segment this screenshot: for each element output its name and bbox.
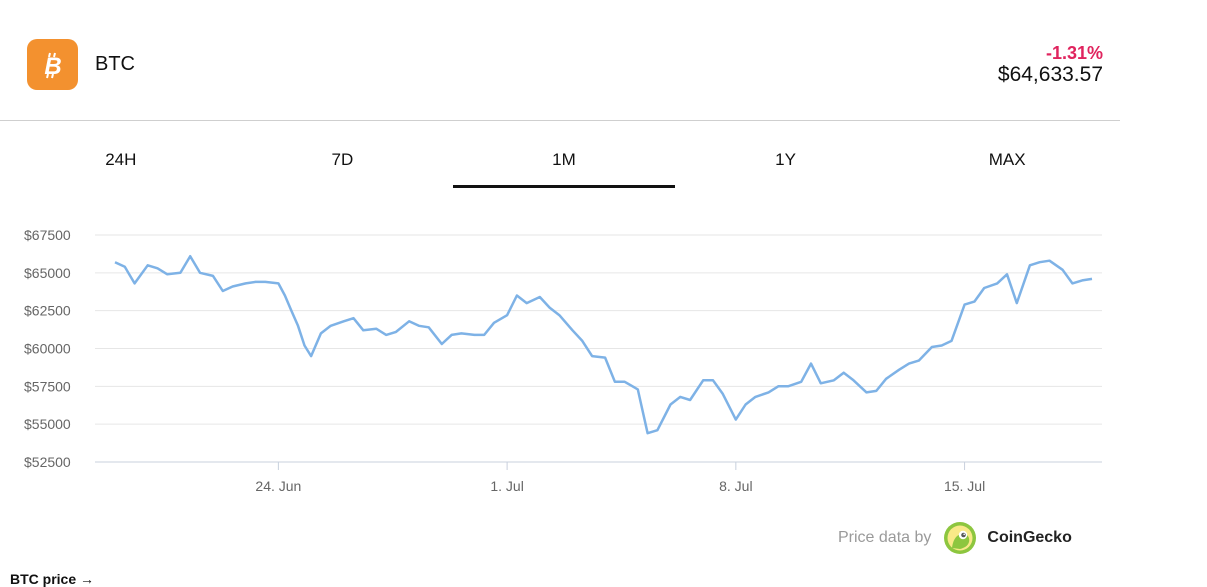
tab-1y[interactable]: 1Y	[775, 150, 796, 169]
coin-header: B BTC -1.31% $64,633.57	[0, 0, 1120, 121]
bitcoin-logo-icon: B	[27, 39, 78, 90]
y-tick-label: $62500	[24, 303, 71, 319]
attribution[interactable]: Price data by CoinGecko	[838, 520, 1072, 556]
x-tick-label: 24. Jun	[255, 478, 301, 494]
y-tick-label: $67500	[24, 227, 71, 243]
x-tick-label: 15. Jul	[944, 478, 985, 494]
coin-price-link[interactable]: BTC price →	[10, 571, 95, 587]
price-chart[interactable]: $67500 $65000 $62500 $60000 $57500 $55000 $525…	[0, 215, 1120, 505]
coingecko-name: CoinGecko	[987, 529, 1072, 546]
current-price: $64,633.57	[997, 63, 1103, 86]
svg-text:B: B	[44, 53, 61, 80]
price-series-line[interactable]	[114, 254, 1093, 435]
y-tick-label: $55000	[24, 416, 71, 432]
coingecko-logo-icon	[944, 522, 977, 554]
tab-7d[interactable]: 7D	[331, 150, 354, 169]
bitcoin-b-icon: B	[44, 52, 61, 80]
coin-symbol: BTC	[95, 53, 135, 75]
x-tick-label: 1. Jul	[490, 478, 523, 494]
time-range-tabs: 24H 7D 1M 1Y MAX	[10, 130, 1118, 188]
tab-24h[interactable]: 24H	[105, 150, 137, 169]
tab-1m[interactable]: 1M	[453, 130, 675, 188]
y-tick-label: $65000	[24, 265, 71, 281]
price-change: -1.31%	[1045, 43, 1103, 63]
y-tick-label: $60000	[24, 341, 71, 357]
y-tick-label: $52500	[24, 454, 71, 470]
y-tick-label: $57500	[24, 378, 71, 394]
attribution-text: Price data by	[838, 529, 932, 546]
tab-max[interactable]: MAX	[988, 150, 1026, 169]
x-tick-label: 8. Jul	[719, 478, 752, 494]
